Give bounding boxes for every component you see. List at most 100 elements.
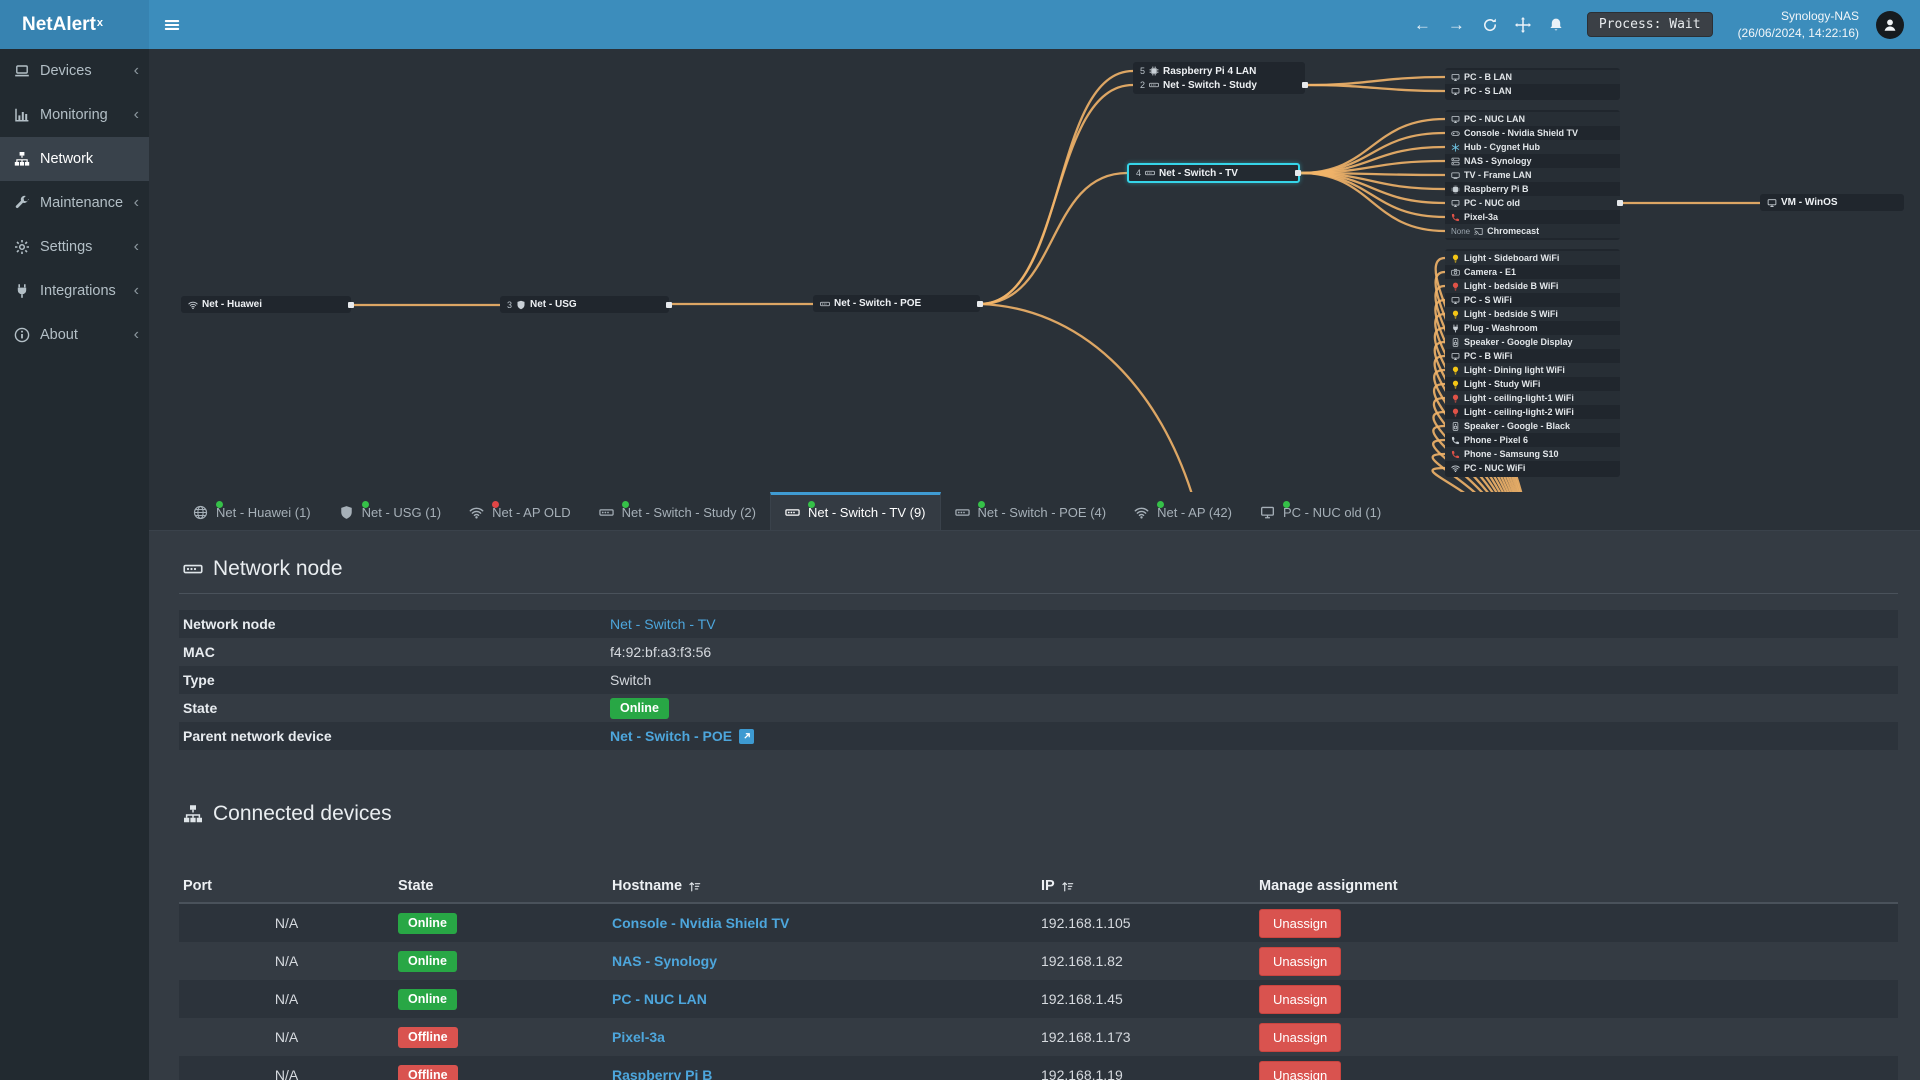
shield-icon: [516, 300, 526, 310]
device-node[interactable]: Light - Study WiFi: [1445, 377, 1620, 391]
device-node[interactable]: Pixel-3a: [1445, 210, 1620, 224]
sidebar-item-label: Network: [40, 151, 94, 167]
node-vm-winos[interactable]: VM - WinOS: [1760, 194, 1904, 211]
device-icon: [1451, 143, 1460, 152]
collapse-handle[interactable]: [1295, 170, 1301, 176]
device-node[interactable]: Light - bedside S WiFi: [1445, 307, 1620, 321]
node-net-switch-tv-selected[interactable]: 4 Net - Switch - TV: [1127, 163, 1301, 183]
device-node[interactable]: PC - S LAN: [1445, 84, 1620, 98]
network-topology-diagram[interactable]: Net - Huawei 3 Net - USG Net - Switch - …: [149, 49, 1920, 492]
tab-icon: [599, 505, 614, 520]
device-node[interactable]: None Chromecast: [1445, 224, 1620, 238]
node-net-switch-study[interactable]: 2 Net - Switch - Study: [1133, 78, 1308, 92]
sidebar-toggle-button[interactable]: [149, 0, 195, 49]
hostname-link[interactable]: NAS - Synology: [612, 953, 718, 969]
node-tab[interactable]: Net - AP OLD: [455, 492, 585, 530]
device-table-row: N/A Offline Pixel-3a 192.168.1.173 Unass…: [179, 1018, 1898, 1056]
tab-label: Net - USG (1): [361, 505, 442, 520]
external-link-icon[interactable]: [739, 728, 755, 744]
network-node-section: Network node Network node Net - Switch -…: [179, 531, 1898, 750]
unassign-button[interactable]: Unassign: [1259, 984, 1342, 1014]
sidebar-item[interactable]: Integrations: [0, 269, 149, 313]
col-ip[interactable]: IP: [1037, 878, 1255, 894]
device-node[interactable]: TV - Frame LAN: [1445, 168, 1620, 182]
network-node-link[interactable]: Net - Switch - TV: [610, 616, 716, 632]
unassign-button[interactable]: Unassign: [1259, 946, 1342, 976]
col-hostname[interactable]: Hostname: [608, 878, 1037, 894]
device-node[interactable]: Hub - Cygnet Hub: [1445, 140, 1620, 154]
node-raspberry-pi4-lan[interactable]: 5 Raspberry Pi 4 LAN: [1140, 65, 1257, 77]
hostname-link[interactable]: Pixel-3a: [612, 1029, 665, 1045]
device-cluster-wifi-ap: Light - Sideboard WiFi Camera - E1 Light…: [1445, 249, 1620, 477]
state-badge: Online: [398, 912, 457, 934]
collapse-handle[interactable]: [977, 300, 983, 307]
device-node[interactable]: PC - B LAN: [1445, 70, 1620, 84]
move-arrows-icon[interactable]: [1515, 17, 1531, 33]
device-node[interactable]: PC - NUC LAN: [1445, 112, 1620, 126]
app-logo[interactable]: NetAlert x: [0, 0, 149, 49]
status-dot: [216, 501, 223, 508]
node-tab[interactable]: Net - Switch - TV (9): [770, 492, 941, 530]
port-cell: N/A: [274, 1029, 299, 1045]
hostname-link[interactable]: Console - Nvidia Shield TV: [612, 915, 790, 931]
unassign-button[interactable]: Unassign: [1259, 1022, 1342, 1052]
detail-row-network-node: Network node Net - Switch - TV: [179, 610, 1898, 638]
unassign-button[interactable]: Unassign: [1259, 1060, 1342, 1080]
node-tab[interactable]: Net - Switch - Study (2): [585, 492, 770, 530]
sidebar-item[interactable]: Settings: [0, 225, 149, 269]
device-node[interactable]: PC - S WiFi: [1445, 293, 1620, 307]
tab-label: Net - AP (42): [1157, 505, 1232, 520]
device-node[interactable]: Console - Nvidia Shield TV: [1445, 126, 1620, 140]
refresh-icon[interactable]: [1482, 17, 1498, 33]
sidebar-item[interactable]: Devices: [0, 49, 149, 93]
chevron-left-icon: [134, 107, 139, 123]
device-icon: [1451, 157, 1460, 166]
device-node[interactable]: Raspberry Pi B: [1445, 182, 1620, 196]
hostname-link[interactable]: PC - NUC LAN: [612, 991, 707, 1007]
sidebar-item[interactable]: Monitoring: [0, 93, 149, 137]
device-node[interactable]: Camera - E1: [1445, 265, 1620, 279]
node-tab[interactable]: Net - Huawei (1): [179, 492, 325, 530]
notifications-bell-icon[interactable]: [1548, 17, 1564, 33]
sidebar-item[interactable]: Network: [0, 137, 149, 181]
node-tab[interactable]: Net - AP (42): [1120, 492, 1246, 530]
sidebar-item[interactable]: About: [0, 313, 149, 357]
node-tab[interactable]: PC - NUC old (1): [1246, 492, 1395, 530]
avatar[interactable]: [1876, 10, 1904, 39]
device-node[interactable]: Light - ceiling-light-1 WiFi: [1445, 391, 1620, 405]
device-table-row: N/A Online Console - Nvidia Shield TV 19…: [179, 904, 1898, 942]
collapse-handle[interactable]: [666, 301, 672, 308]
device-node[interactable]: Speaker - Google - Black: [1445, 419, 1620, 433]
device-table-row: N/A Online PC - NUC LAN 192.168.1.45 Una…: [179, 980, 1898, 1018]
node-net-huawei[interactable]: Net - Huawei: [181, 296, 354, 313]
node-tab[interactable]: Net - USG (1): [325, 492, 455, 530]
device-node[interactable]: NAS - Synology: [1445, 154, 1620, 168]
device-node[interactable]: PC - B WiFi: [1445, 349, 1620, 363]
node-tab[interactable]: Net - Switch - POE (4): [941, 492, 1121, 530]
device-icon: [1451, 213, 1460, 222]
nav-forward-icon[interactable]: [1448, 16, 1465, 33]
device-node[interactable]: Phone - Pixel 6: [1445, 433, 1620, 447]
device-node[interactable]: Speaker - Google Display: [1445, 335, 1620, 349]
node-net-switch-poe[interactable]: Net - Switch - POE: [813, 295, 983, 312]
device-node[interactable]: Light - Dining light WiFi: [1445, 363, 1620, 377]
collapse-handle[interactable]: [348, 301, 354, 308]
nav-back-icon[interactable]: [1414, 16, 1431, 33]
device-icon: [1451, 324, 1460, 333]
node-net-usg[interactable]: 3 Net - USG: [500, 296, 672, 313]
status-dot: [492, 501, 500, 508]
parent-device-link[interactable]: Net - Switch - POE: [610, 728, 733, 744]
device-node[interactable]: Light - ceiling-light-2 WiFi: [1445, 405, 1620, 419]
device-node[interactable]: Plug - Washroom: [1445, 321, 1620, 335]
collapse-handle[interactable]: [1302, 82, 1308, 88]
device-node[interactable]: PC - NUC WiFi: [1445, 461, 1620, 475]
device-node[interactable]: Light - Sideboard WiFi: [1445, 251, 1620, 265]
unassign-button[interactable]: Unassign: [1259, 908, 1342, 938]
hostname-link[interactable]: Raspberry Pi B: [612, 1067, 713, 1080]
device-node[interactable]: PC - NUC old: [1445, 196, 1620, 210]
host-timestamp: (26/06/2024, 14:22:16): [1737, 25, 1859, 40]
device-node[interactable]: Phone - Samsung S10: [1445, 447, 1620, 461]
sidebar-item[interactable]: Maintenance: [0, 181, 149, 225]
tab-label: Net - Switch - POE (4): [977, 505, 1107, 520]
device-node[interactable]: Light - bedside B WiFi: [1445, 279, 1620, 293]
